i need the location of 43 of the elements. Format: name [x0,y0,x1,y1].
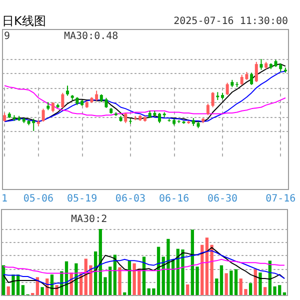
candlestick [158,112,162,124]
bar [123,292,126,295]
bar [220,265,224,295]
bar [128,260,132,295]
bar [215,278,218,295]
candlestick [42,108,45,122]
chart-title: 日K线图 [2,14,46,28]
candlestick [260,58,263,70]
bar [186,284,190,295]
candlestick [104,97,108,108]
bar [36,277,40,295]
x-tick-label: 05-06 [23,194,54,204]
text: MA30:2 [71,214,108,225]
x-tick-label: 05-19 [66,194,98,204]
candlestick [226,82,229,96]
bar [258,272,262,295]
bar [224,273,228,295]
candlestick [206,103,210,116]
bar [248,283,252,295]
x-tick-label: 06-30 [207,194,238,204]
bar [74,263,78,295]
bar [282,292,286,295]
candlestick [124,112,128,124]
bar [40,287,44,295]
text: 9 [4,31,10,42]
candlestick [95,90,98,102]
candlestick [51,102,54,113]
candlestick [211,92,214,108]
x-tick-label: 06-16 [159,194,190,204]
x-tick-label: 1 [2,194,8,204]
text: 2025-07-16 11:30:00 [174,16,288,27]
bar [6,286,10,295]
x-tick-label: 07-16 [266,194,296,204]
bar [254,269,257,295]
bar [118,267,122,295]
x-tick-label: 06-03 [115,194,146,204]
candlestick [66,85,70,96]
candlestick [250,72,254,86]
bar [200,244,204,295]
candlestick [254,61,258,83]
bar [264,287,267,295]
text: MA30:0.48 [64,31,118,42]
candlestick [61,92,64,108]
